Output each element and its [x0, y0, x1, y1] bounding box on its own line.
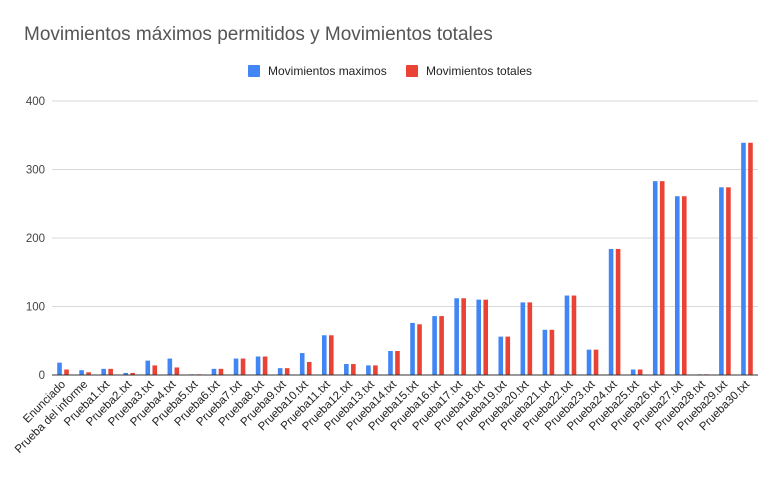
bar-totales	[748, 142, 753, 375]
bar-maximos	[366, 365, 371, 375]
bar-totales	[373, 365, 378, 375]
bar-totales	[549, 329, 555, 375]
bar-maximos	[432, 316, 437, 375]
y-tick-label: 200	[26, 233, 45, 245]
bar-totales	[395, 351, 400, 375]
bar-maximos	[255, 356, 261, 375]
bar-totales	[593, 349, 599, 375]
bar-totales	[218, 368, 224, 375]
bar-totales	[726, 187, 731, 375]
bar-maximos	[520, 302, 526, 375]
y-tick-label: 100	[26, 302, 45, 314]
bar-totales	[240, 358, 246, 375]
bar-maximos	[388, 351, 393, 375]
bar-totales	[284, 368, 290, 375]
legend-label-totales: Movimientos totales	[426, 64, 532, 78]
legend: Movimientos maximos Movimientos totales	[248, 64, 532, 78]
y-tick-label: 300	[26, 165, 45, 177]
legend-swatch-maximos	[248, 65, 260, 77]
bar-totales	[527, 302, 533, 375]
bar-maximos	[79, 370, 84, 375]
bar-totales	[637, 369, 643, 375]
bar-totales	[306, 361, 312, 375]
bar-totales	[615, 248, 621, 375]
bar-maximos	[564, 295, 570, 375]
bar-totales	[681, 196, 687, 375]
chart-title: Movimientos máximos permitidos y Movimie…	[24, 24, 493, 45]
bar-totales	[86, 372, 91, 375]
bars	[57, 142, 753, 375]
y-tick-label: 0	[39, 370, 45, 382]
bar-maximos	[476, 299, 482, 375]
bar-maximos	[101, 368, 106, 375]
bar-maximos	[542, 329, 548, 375]
bar-totales	[130, 372, 136, 375]
bar-maximos	[498, 336, 504, 375]
bar-totales	[483, 299, 489, 375]
y-axis-ticks: 0 100 200 300 400	[26, 96, 45, 382]
bar-totales	[108, 368, 113, 375]
bar-maximos	[344, 364, 349, 375]
bar-totales	[505, 336, 511, 375]
bar-totales	[659, 181, 665, 375]
bar-maximos	[123, 372, 129, 375]
bar-totales	[351, 364, 356, 375]
bar-maximos	[410, 322, 415, 375]
bar-totales	[328, 335, 334, 375]
bar-maximos	[299, 353, 305, 375]
bar-maximos	[719, 187, 724, 375]
bar-maximos	[211, 368, 217, 375]
legend-label-maximos: Movimientos maximos	[268, 64, 387, 78]
bar-maximos	[321, 335, 327, 375]
bar-totales	[417, 324, 422, 375]
bar-maximos	[277, 368, 283, 375]
bar-maximos	[741, 142, 746, 375]
y-tick-label: 400	[26, 96, 45, 108]
bar-maximos	[630, 369, 636, 375]
bar-totales	[174, 367, 180, 375]
bar-maximos	[57, 362, 62, 375]
bar-totales	[461, 298, 466, 375]
bar-totales	[262, 356, 268, 375]
bar-maximos	[145, 360, 151, 375]
gridlines	[52, 100, 758, 307]
bar-totales	[571, 295, 577, 375]
bar-maximos	[454, 298, 459, 375]
bar-maximos	[608, 248, 614, 375]
bar-maximos	[233, 358, 239, 375]
bar-totales	[439, 316, 444, 375]
legend-swatch-totales	[406, 65, 418, 77]
bar-totales	[64, 369, 69, 375]
bar-maximos	[652, 181, 658, 375]
bar-maximos	[674, 196, 680, 375]
bar-maximos	[586, 349, 592, 375]
bar-maximos	[167, 358, 173, 375]
bar-totales	[152, 365, 158, 375]
